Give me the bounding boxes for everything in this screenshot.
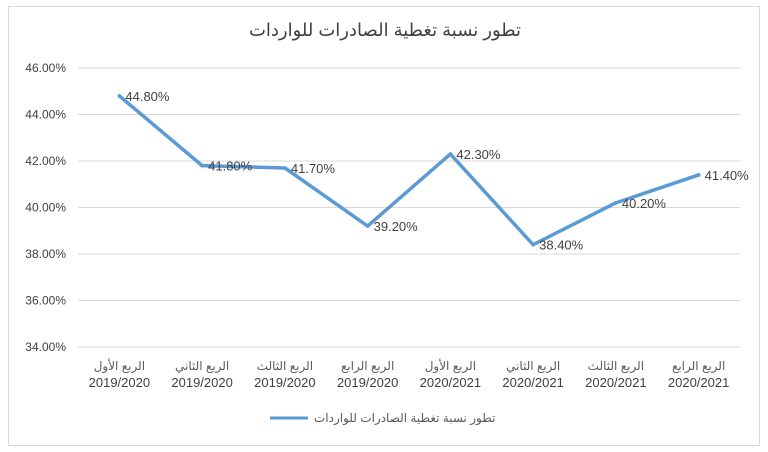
x-tick-year: 2020/2021 [585,375,646,390]
data-point [117,94,122,98]
data-point [448,152,453,156]
x-tick-year: 2019/2020 [337,375,398,390]
data-point [283,166,287,170]
x-tick-label: الربع الثاني [175,359,229,374]
y-tick-label: 44.00% [25,108,66,122]
chart-frame [8,6,760,446]
y-tick-label: 42.00% [25,154,66,168]
y-tick-label: 36.00% [25,294,66,308]
data-point [365,224,370,228]
data-label: 39.20% [374,219,419,234]
y-tick-label: 46.00% [25,61,66,75]
data-label: 42.30% [456,147,501,162]
x-tick-year: 2019/2020 [254,375,315,390]
legend-label: تطور نسبة تغطية الصادرات للواردات [314,411,495,426]
y-tick-label: 40.00% [25,201,66,215]
y-axis: 34.00% 36.00% 38.00% 40.00% 42.00% 44.00% 46.0… [25,61,66,354]
x-tick-year: 2020/2021 [420,375,481,390]
x-tick-label: الربع الثالث [588,359,644,374]
data-label: 44.80% [125,89,170,104]
legend: تطور نسبة تغطية الصادرات للواردات [270,411,495,426]
data-label: 41.40% [705,168,750,183]
data-point [531,242,535,247]
x-tick-label: الربع الأول [94,358,145,374]
series-line [117,94,701,247]
data-point [614,201,618,205]
data-point [696,173,701,177]
y-tick-label: 34.00% [25,340,66,354]
x-tick-year: 2019/2020 [89,375,150,390]
x-tick-label: الربع الثاني [506,359,560,374]
gridlines [78,67,740,348]
data-label: 38.40% [539,238,584,253]
x-tick-year: 2019/2020 [171,375,232,390]
x-tick-label: الربع الأول [425,358,476,374]
data-point [200,163,204,168]
series-layer: 44.80% 41.80% 41.70% 39.20% 42.30% 38.40% 40.2… [117,89,750,253]
data-label: 41.80% [208,159,253,174]
x-tick-year: 2020/2021 [502,375,563,390]
data-label: 41.70% [291,161,336,176]
data-label: 40.20% [622,196,667,211]
x-tick-label: الربع الرابع [672,359,725,374]
x-tick-label: الربع الثالث [257,359,313,374]
x-tick-year: 2020/2021 [668,375,729,390]
y-tick-label: 38.00% [25,247,66,261]
chart-title: تطور نسبة تغطية الصادرات للواردات [249,20,521,41]
x-tick-label: الربع الرابع [341,359,394,374]
